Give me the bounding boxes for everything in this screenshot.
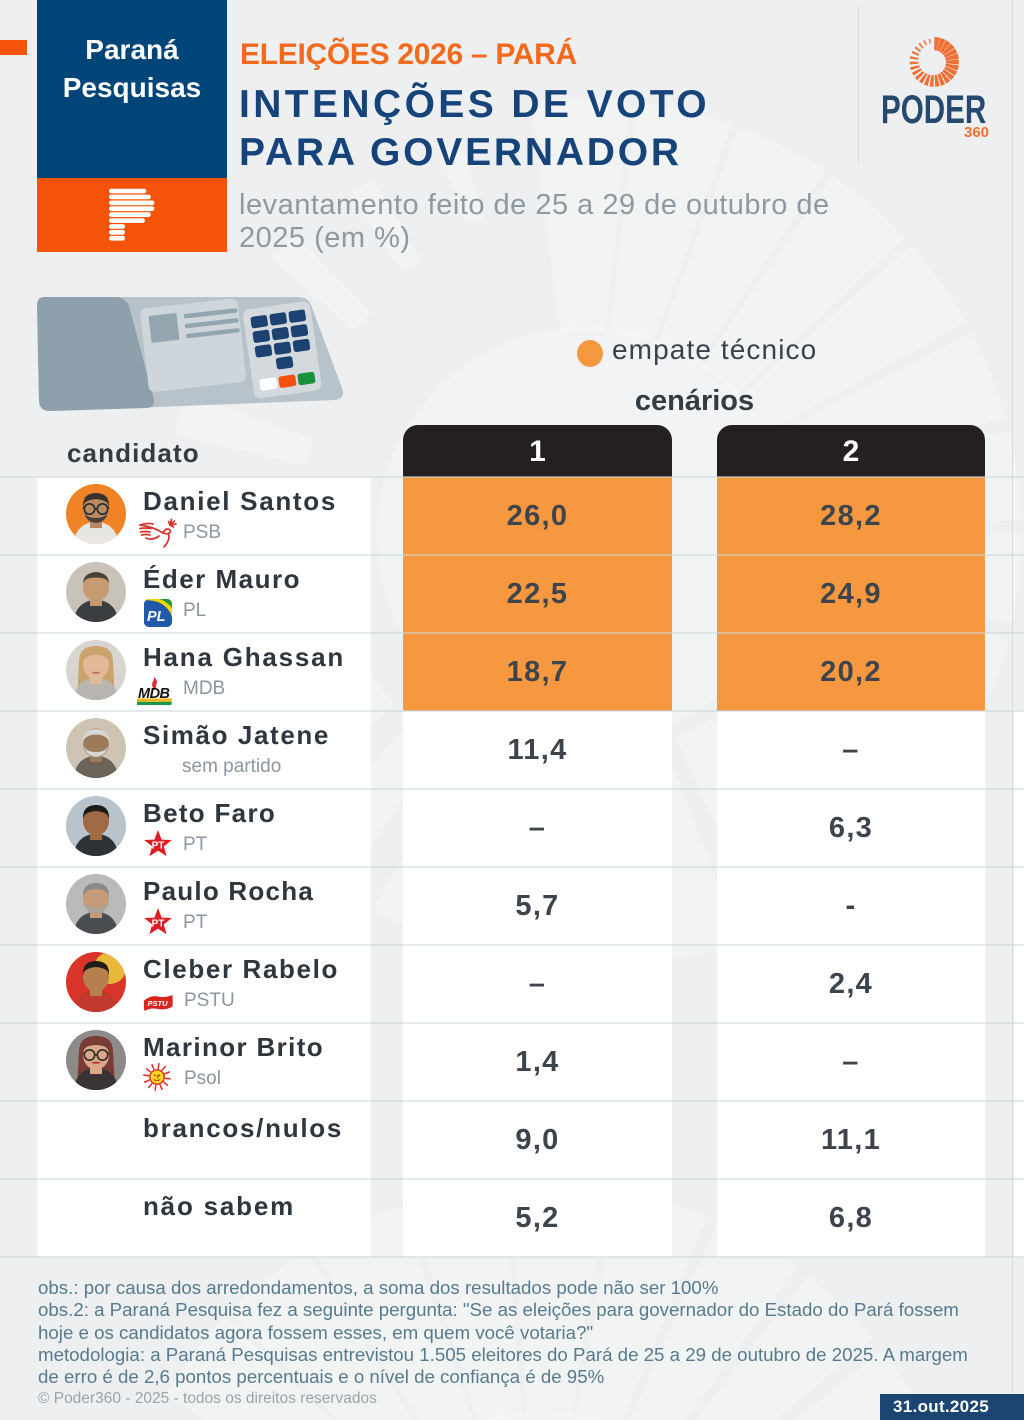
svg-text:PT: PT xyxy=(152,841,165,852)
svg-text:MDB: MDB xyxy=(138,686,170,702)
svg-text:PSTU: PSTU xyxy=(148,999,169,1008)
svg-text:PT: PT xyxy=(152,919,165,930)
svg-text:PL: PL xyxy=(147,609,166,625)
